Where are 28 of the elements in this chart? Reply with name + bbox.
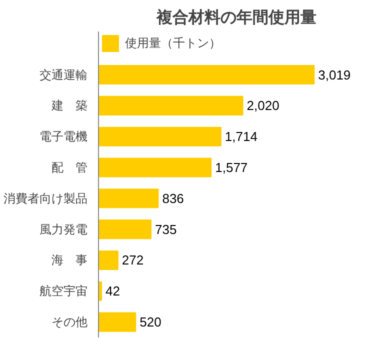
bar	[98, 158, 212, 178]
bar	[98, 126, 222, 146]
data-label: 272	[122, 252, 144, 268]
y-tick-label: 配 管	[52, 160, 88, 174]
data-label: 836	[162, 190, 184, 206]
y-tick-label: 交通運輸	[40, 68, 88, 82]
legend-label: 使用量（千トン）	[125, 34, 221, 52]
bar	[98, 65, 315, 85]
y-tick-label: 航空宇宙	[40, 284, 88, 298]
y-tick-label: その他	[52, 315, 88, 330]
bar	[98, 312, 136, 332]
y-tick-label: 消費者向け製品	[4, 191, 88, 206]
chart-title: 複合材料の年間使用量	[156, 8, 316, 26]
data-label: 2,020	[246, 98, 280, 114]
data-label: 1,714	[224, 129, 258, 144]
y-tick-label: 海 事	[52, 253, 88, 268]
bar	[98, 220, 152, 240]
y-tick-label: 建 築	[50, 98, 88, 113]
bar	[98, 188, 159, 208]
bar	[98, 250, 118, 270]
y-tick-label: 風力発電	[40, 222, 88, 236]
bar	[98, 96, 244, 116]
y-tick-label: 電子電機	[40, 130, 88, 144]
data-label: 735	[154, 222, 177, 237]
data-label: 3,019	[318, 67, 351, 82]
data-label: 1,577	[215, 160, 248, 175]
data-label: 520	[140, 314, 162, 330]
data-label: 42	[106, 284, 120, 299]
